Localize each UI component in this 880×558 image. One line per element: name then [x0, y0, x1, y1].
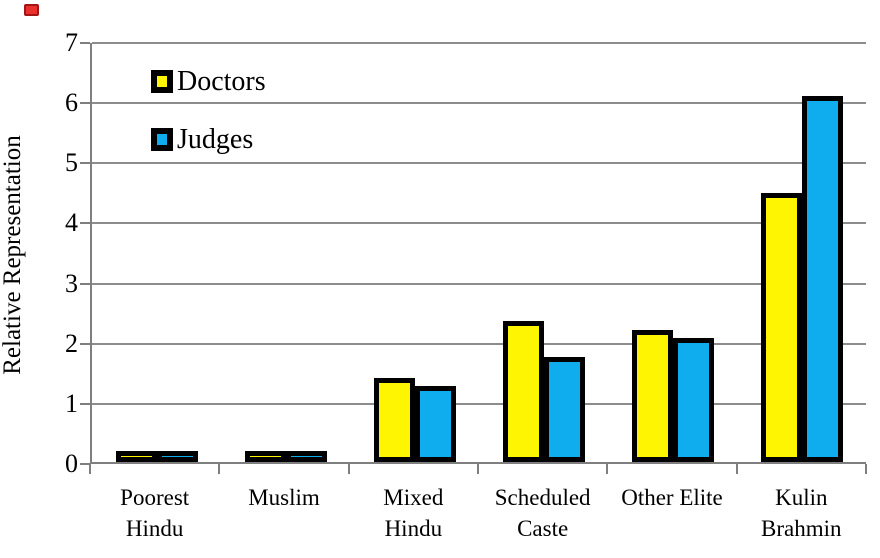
bar-group-other-elite	[608, 43, 737, 462]
x-tick-mark-3	[477, 464, 479, 474]
y-tick-label-4: 4	[65, 208, 78, 238]
legend-label-judges: Judges	[177, 123, 254, 155]
bar-judges-poorest-hindu	[156, 451, 198, 462]
y-tick-mark-6	[80, 102, 90, 105]
bar-judges-mixed-hindu	[414, 386, 456, 462]
bar-groups	[92, 43, 866, 462]
gridline-4	[92, 222, 866, 225]
gridline-5	[92, 162, 866, 165]
bar-judges-kulin-brahmin	[801, 96, 843, 462]
y-tick-label-5: 5	[65, 148, 78, 178]
y-tick-mark-7	[80, 42, 90, 44]
gridline-7	[92, 42, 866, 44]
x-label-mixed-hindu: Mixed Hindu	[383, 485, 444, 541]
x-label-other-elite: Other Elite	[621, 485, 723, 510]
bar-group-scheduled-caste	[479, 43, 608, 462]
y-tick-mark-5	[80, 162, 90, 165]
bar-doctors-muslim	[244, 451, 286, 462]
x-tick-mark-2	[347, 464, 350, 474]
y-tick-mark-3	[80, 282, 90, 285]
legend-entry-judges: Judges	[151, 125, 266, 154]
y-tick-label-7: 7	[65, 28, 78, 57]
legend-label-doctors: Doctors	[177, 65, 266, 97]
gridline-3	[92, 282, 866, 285]
bar-judges-scheduled-caste	[543, 357, 585, 462]
bar-group-kulin-brahmin	[737, 43, 866, 462]
x-tick-mark-4	[606, 464, 609, 474]
bar-judges-other-elite	[672, 338, 714, 462]
y-tick-label-3: 3	[65, 268, 78, 298]
plot-area	[90, 42, 866, 464]
bar-doctors-other-elite	[631, 330, 673, 462]
y-tick-label-2: 2	[65, 328, 78, 358]
red-corner-marker	[24, 4, 39, 16]
legend: Doctors Judges	[151, 67, 266, 183]
x-tick-mark-5	[735, 464, 738, 474]
x-label-kulin-brahmin: Kulin Brahmin	[761, 485, 842, 541]
y-tick-mark-4	[80, 222, 90, 225]
bar-doctors-mixed-hindu	[373, 378, 415, 462]
y-tick-mark-0	[80, 463, 90, 465]
bar-doctors-scheduled-caste	[502, 321, 544, 462]
x-tick-mark-0	[89, 464, 91, 474]
y-tick-mark-1	[80, 402, 90, 405]
x-tick-mark-1	[218, 464, 221, 474]
bar-group-muslim	[221, 43, 350, 462]
x-label-poorest-hindu: Poorest Hindu	[120, 485, 190, 541]
bar-judges-muslim	[285, 451, 327, 462]
judges-swatch-icon	[151, 128, 173, 151]
y-axis-title: Relative Representation	[0, 135, 26, 375]
gridline-1	[92, 402, 866, 405]
y-tick-label-1: 1	[65, 388, 78, 418]
legend-entry-doctors: Doctors	[151, 67, 266, 96]
y-tick-label-6: 6	[65, 88, 78, 118]
y-tick-label-0: 0	[65, 449, 78, 478]
bar-group-poorest-hindu	[92, 43, 221, 462]
x-tick-mark-6	[865, 464, 867, 474]
x-label-muslim: Muslim	[248, 485, 320, 510]
y-tick-mark-2	[80, 342, 90, 345]
bar-doctors-poorest-hindu	[115, 451, 157, 462]
doctors-swatch-icon	[151, 70, 173, 93]
gridline-6	[92, 102, 866, 105]
x-label-scheduled-caste: Scheduled Caste	[494, 485, 591, 541]
bar-group-mixed-hindu	[350, 43, 479, 462]
bar-doctors-kulin-brahmin	[760, 193, 802, 462]
x-axis-category-labels: Poorest Hindu Muslim Mixed Hindu Scheduled Cas…	[90, 482, 866, 544]
gridline-2	[92, 342, 866, 345]
